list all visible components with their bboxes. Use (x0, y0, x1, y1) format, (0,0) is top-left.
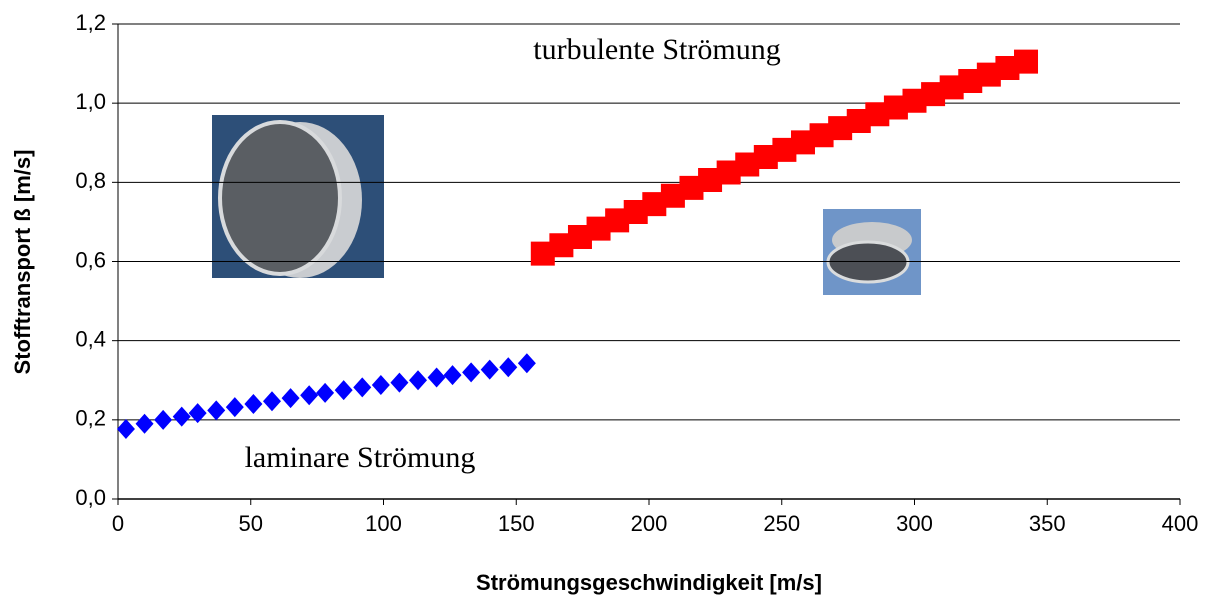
x-tick-label: 200 (631, 511, 668, 536)
catalyst-photo-small (823, 209, 921, 295)
data-point (481, 360, 499, 380)
data-point (1014, 50, 1038, 74)
data-point (372, 375, 390, 395)
data-point (154, 410, 172, 430)
data-point (316, 383, 334, 403)
y-tick-label: 0,8 (75, 168, 106, 193)
annotation: laminare Strömung (245, 441, 476, 474)
x-tick-label: 0 (112, 511, 124, 536)
chart: Strömungsgeschwindigkeit [m/s] Stofftran… (0, 0, 1214, 604)
data-point (353, 377, 371, 397)
data-point (462, 362, 480, 382)
annotation: turbulente Strömung (533, 33, 780, 66)
y-tick-label: 0,2 (75, 406, 106, 431)
y-tick-label: 0,0 (75, 485, 106, 510)
data-point (117, 419, 135, 439)
data-point (390, 373, 408, 393)
data-point (300, 385, 318, 405)
y-tick-label: 0,4 (75, 326, 106, 351)
x-tick-label: 350 (1029, 511, 1066, 536)
y-tick-label: 1,2 (75, 10, 106, 35)
x-tick-label: 250 (763, 511, 800, 536)
data-point (428, 367, 446, 387)
data-point (226, 397, 244, 417)
y-tick-label: 1,0 (75, 89, 106, 114)
data-point (499, 357, 517, 377)
data-point (244, 394, 262, 414)
data-point (207, 400, 225, 420)
data-point (173, 407, 191, 427)
x-tick-label: 400 (1162, 511, 1199, 536)
data-point (136, 414, 154, 434)
x-tick-label: 150 (498, 511, 535, 536)
catalyst-photo-large (212, 115, 384, 278)
x-tick-label: 300 (896, 511, 933, 536)
x-tick-label: 100 (365, 511, 402, 536)
x-tick-label: 50 (239, 511, 263, 536)
data-point (282, 388, 300, 408)
data-point (263, 391, 281, 411)
y-axis-title: Stofftransport ß [m/s] (10, 150, 35, 375)
data-point (409, 370, 427, 390)
data-point (335, 380, 353, 400)
data-point (518, 353, 536, 373)
data-point (444, 365, 462, 385)
page: {"chart_data": {"type": "scatter", "xlab… (0, 0, 1214, 604)
y-tick-label: 0,6 (75, 247, 106, 272)
x-axis-title: Strömungsgeschwindigkeit [m/s] (476, 570, 822, 595)
